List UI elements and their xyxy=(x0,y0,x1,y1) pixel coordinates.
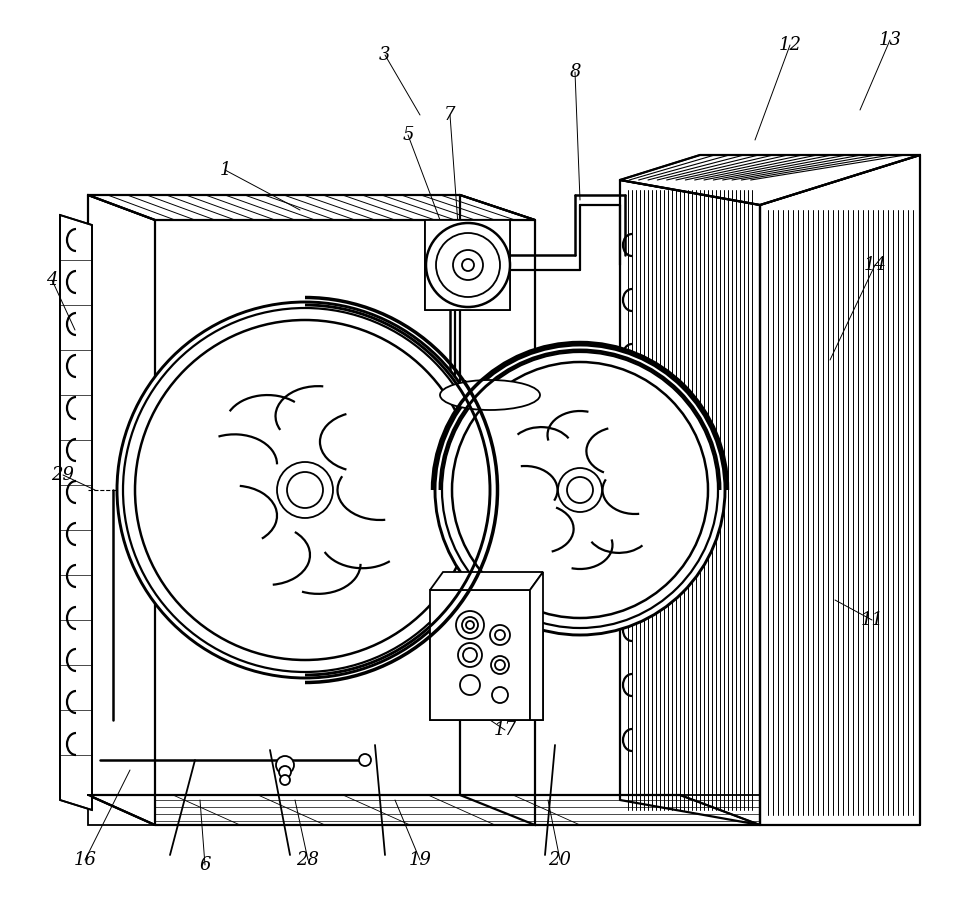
Polygon shape xyxy=(530,572,543,720)
Circle shape xyxy=(462,617,478,633)
Polygon shape xyxy=(460,195,535,825)
Text: 11: 11 xyxy=(860,611,883,629)
Circle shape xyxy=(359,754,371,766)
Text: 6: 6 xyxy=(199,856,211,874)
Circle shape xyxy=(287,472,323,508)
Circle shape xyxy=(491,656,509,674)
Circle shape xyxy=(453,250,483,280)
Text: 5: 5 xyxy=(402,126,413,144)
Polygon shape xyxy=(760,155,920,825)
Circle shape xyxy=(426,223,510,307)
Circle shape xyxy=(276,756,294,774)
Polygon shape xyxy=(60,215,92,810)
Polygon shape xyxy=(620,155,920,205)
Text: 7: 7 xyxy=(444,106,456,124)
Ellipse shape xyxy=(440,575,540,605)
Text: 8: 8 xyxy=(569,63,581,81)
Circle shape xyxy=(466,621,474,629)
Text: 29: 29 xyxy=(52,466,75,484)
Circle shape xyxy=(436,233,500,297)
Polygon shape xyxy=(88,195,155,825)
Text: 20: 20 xyxy=(548,851,571,869)
Ellipse shape xyxy=(440,380,540,410)
Text: 16: 16 xyxy=(74,851,97,869)
Text: 13: 13 xyxy=(879,31,901,49)
Text: 14: 14 xyxy=(863,256,886,274)
Circle shape xyxy=(492,687,508,703)
Polygon shape xyxy=(430,590,530,720)
Polygon shape xyxy=(425,220,510,310)
Text: 17: 17 xyxy=(494,721,517,739)
Text: 28: 28 xyxy=(297,851,320,869)
Text: 4: 4 xyxy=(46,271,57,289)
Circle shape xyxy=(558,468,602,512)
Circle shape xyxy=(280,775,290,785)
Circle shape xyxy=(462,259,474,271)
Circle shape xyxy=(135,320,475,660)
Text: 3: 3 xyxy=(379,46,390,64)
Circle shape xyxy=(460,675,480,695)
Polygon shape xyxy=(440,395,540,590)
Polygon shape xyxy=(88,795,760,825)
Circle shape xyxy=(456,611,484,639)
Polygon shape xyxy=(88,795,760,825)
Circle shape xyxy=(495,630,505,640)
Polygon shape xyxy=(620,180,760,825)
Text: 1: 1 xyxy=(219,161,231,179)
Circle shape xyxy=(495,660,505,670)
Circle shape xyxy=(567,477,593,503)
Circle shape xyxy=(279,766,291,778)
Circle shape xyxy=(490,625,510,645)
Circle shape xyxy=(452,362,708,618)
Circle shape xyxy=(435,345,725,635)
Circle shape xyxy=(277,462,333,518)
Text: 19: 19 xyxy=(409,851,432,869)
Circle shape xyxy=(463,648,477,662)
Polygon shape xyxy=(430,572,543,590)
Circle shape xyxy=(458,643,482,667)
Text: 12: 12 xyxy=(778,36,802,54)
Polygon shape xyxy=(88,195,535,220)
Circle shape xyxy=(117,302,493,678)
